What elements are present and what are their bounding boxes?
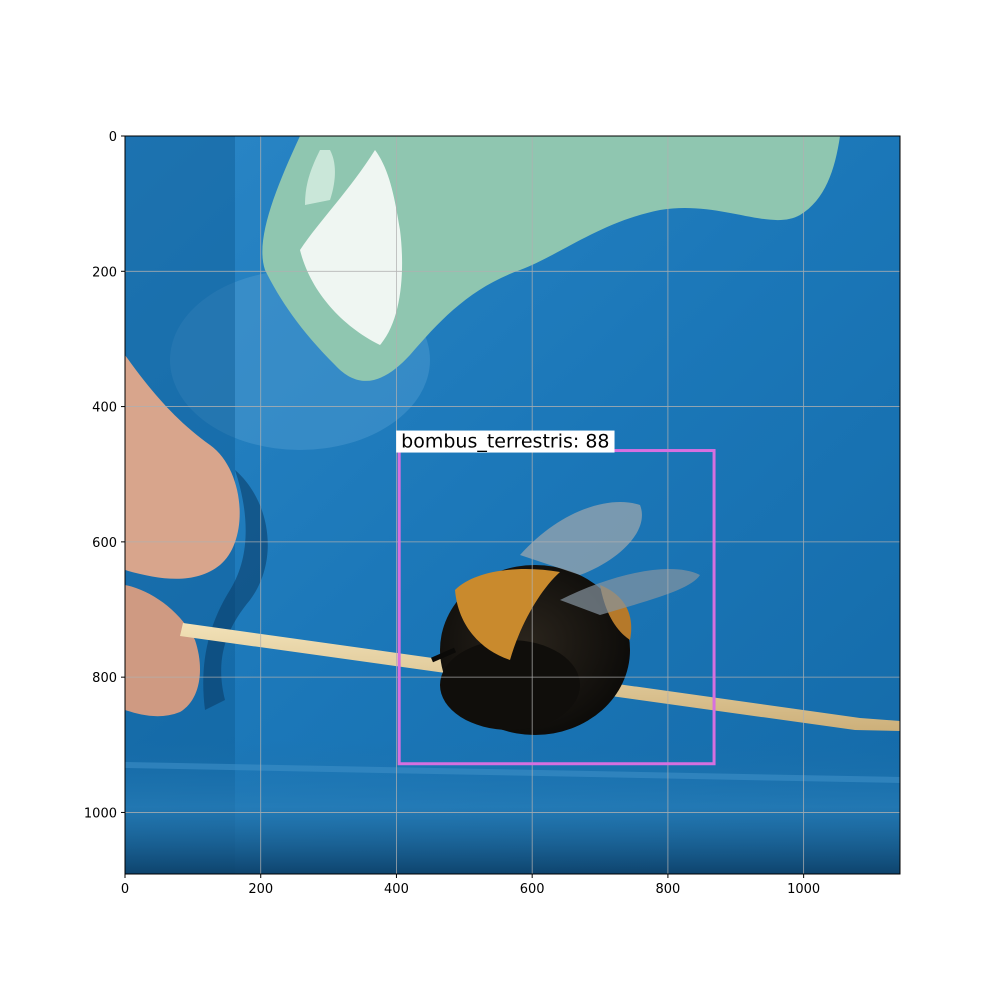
- x-tick-label: 800: [655, 882, 680, 897]
- y-tick-label: 600: [92, 536, 117, 551]
- detection-label: bombus_terrestris: 88: [401, 431, 609, 453]
- x-tick-label: 1000: [787, 882, 820, 897]
- tray-ridge: [125, 762, 900, 783]
- y-tick-label: 1000: [84, 806, 117, 821]
- y-tick-label: 0: [109, 130, 117, 145]
- gel-sheen: [305, 150, 335, 205]
- bee-band: [455, 569, 560, 660]
- bee-wing-upper: [520, 502, 642, 575]
- finger-shadow: [203, 470, 268, 710]
- bottom-shadow-band: [125, 740, 900, 874]
- bee-abdomen: [440, 640, 580, 730]
- y-axis: 0 200 400 600 800 1000: [84, 130, 125, 821]
- y-tick-label: 200: [92, 265, 117, 280]
- gel-highlight: [300, 150, 403, 345]
- x-tick-label: 0: [121, 882, 129, 897]
- bee: [431, 502, 700, 735]
- finger-lower: [125, 585, 200, 717]
- x-axis: 0 200 400 600 800 1000: [121, 874, 820, 897]
- x-tick-label: 600: [520, 882, 545, 897]
- gel-blob: [262, 136, 840, 381]
- bee-wing-lower: [560, 569, 700, 615]
- y-tick-label: 400: [92, 401, 117, 416]
- finger-upper: [125, 355, 240, 579]
- y-tick-label: 800: [92, 671, 117, 686]
- x-tick-label: 200: [248, 882, 273, 897]
- x-tick-label: 400: [384, 882, 409, 897]
- detection-label-background: [396, 430, 615, 453]
- axes-frame: [124, 135, 901, 875]
- bee-leg: [431, 647, 456, 663]
